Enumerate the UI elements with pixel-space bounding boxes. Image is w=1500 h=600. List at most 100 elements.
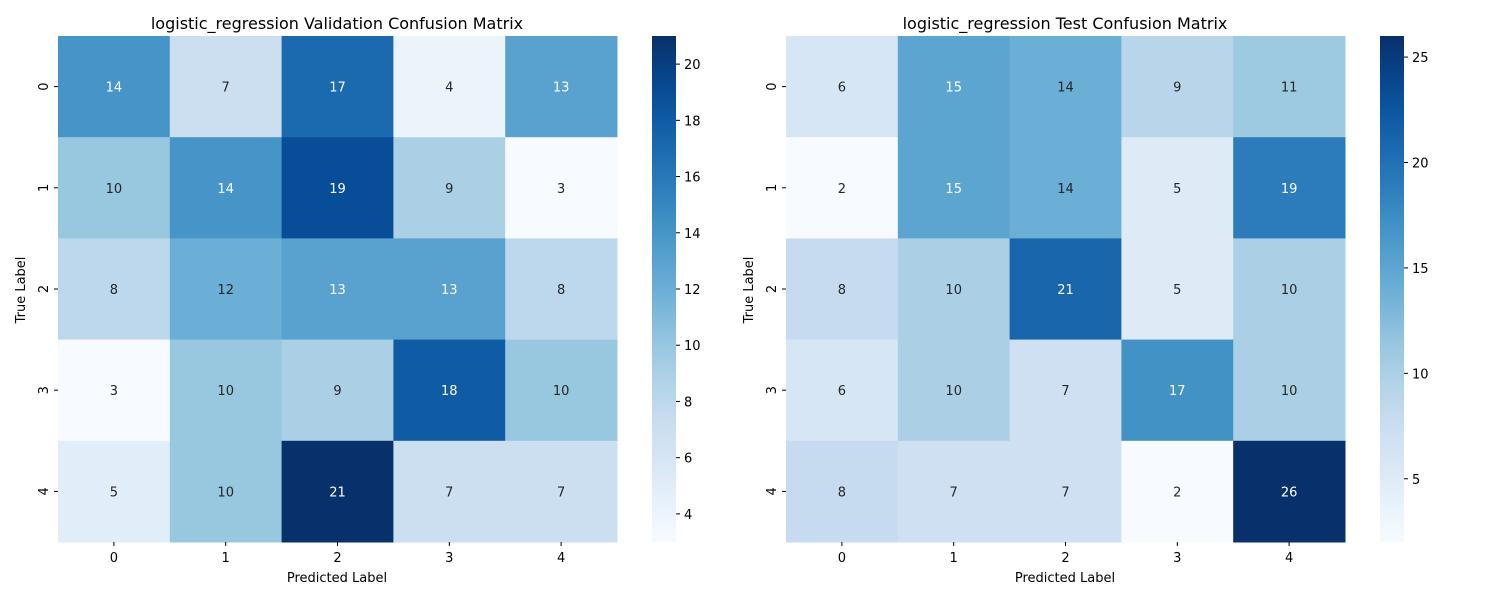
heatmap-cell (281, 440, 394, 543)
x-tick-label: 0 (110, 551, 118, 566)
heatmap-cell (169, 36, 283, 138)
y-tick-label: 0 (37, 82, 52, 90)
x-tick-label: 1 (222, 551, 230, 566)
cell-value-label: 9 (445, 182, 453, 197)
colorbar: 5 10 15 20 25 (1380, 36, 1429, 542)
cell-value-label: 13 (553, 81, 570, 96)
colorbar-tick-label: 25 (1412, 51, 1429, 66)
colorbar-tick-label: 5 (1412, 473, 1420, 488)
heatmap-cell (169, 339, 283, 442)
heatmap-cell (393, 339, 506, 442)
y-tick-label: 3 (37, 386, 52, 394)
colorbar-tick-label: 10 (684, 339, 701, 354)
heatmap-cell (505, 36, 618, 138)
cell-value-label: 3 (110, 384, 118, 399)
test-panel: logistic_regression Test Confusion Matri… (742, 14, 1429, 586)
y-tick-label: 3 (765, 386, 780, 394)
x-tick-label: 0 (838, 551, 846, 566)
x-tick-label: 2 (333, 551, 341, 566)
cell-value-label: 13 (441, 283, 458, 298)
heatmap-cell (393, 238, 506, 341)
heatmap-cell (1009, 339, 1122, 442)
y-axis-ticks: 0 1 2 3 4 (765, 82, 786, 496)
heatmap-cell (505, 238, 618, 341)
y-axis-ticks: 0 1 2 3 4 (37, 82, 58, 496)
cell-value-label: 19 (1281, 182, 1298, 197)
heatmap-cell (786, 440, 899, 543)
colorbar-tick-label: 4 (684, 508, 692, 523)
cell-value-label: 7 (1061, 384, 1069, 399)
heatmap-cell (1121, 36, 1234, 138)
heatmap-cell (169, 238, 283, 341)
heatmap-cell (1233, 36, 1346, 138)
heatmap-cell (786, 36, 899, 138)
heatmap-cells: 14 7 17 4 13 10 14 19 9 3 8 12 13 13 8 3 10 9 18 10 5 10 21 7 7 (58, 36, 618, 543)
cell-value-label: 7 (1061, 485, 1069, 500)
cell-value-label: 14 (106, 81, 123, 96)
cell-value-label: 8 (110, 283, 118, 298)
cell-value-label: 17 (1169, 384, 1186, 399)
colorbar-tick-label: 16 (684, 171, 701, 186)
heatmap-cell (1233, 238, 1346, 341)
heatmap-cell (1121, 137, 1234, 239)
y-tick-label: 2 (765, 285, 780, 293)
colorbar-tick-label: 18 (684, 114, 701, 129)
cell-value-label: 2 (1173, 485, 1181, 500)
cell-value-label: 5 (1173, 283, 1181, 298)
y-axis-label: True Label (742, 257, 757, 325)
cell-value-label: 8 (838, 283, 846, 298)
heatmap-cell (786, 339, 899, 442)
heatmap-cell (58, 440, 171, 543)
heatmap-cell (897, 36, 1011, 138)
x-axis-label: Predicted Label (1015, 571, 1115, 586)
heatmap-cell (58, 36, 171, 138)
colorbar-tick-label: 20 (1412, 157, 1429, 172)
colorbar-tick-label: 8 (684, 395, 692, 410)
colorbar-tick-label: 12 (684, 283, 701, 298)
heatmap-cell (1233, 440, 1346, 543)
y-tick-label: 1 (37, 184, 52, 192)
heatmap-cell (1009, 238, 1122, 341)
cell-value-label: 10 (1281, 283, 1298, 298)
y-tick-label: 0 (765, 82, 780, 90)
y-tick-label: 4 (37, 487, 52, 495)
chart-title: logistic_regression Test Confusion Matri… (903, 14, 1228, 34)
heatmap-cell (393, 36, 506, 138)
heatmap-cell (786, 238, 899, 341)
cell-value-label: 10 (217, 384, 234, 399)
heatmap-cell (1009, 137, 1122, 239)
cell-value-label: 10 (1281, 384, 1298, 399)
cell-value-label: 10 (945, 283, 962, 298)
colorbar-tick-label: 15 (1412, 262, 1429, 277)
cell-value-label: 5 (110, 485, 118, 500)
x-tick-label: 3 (445, 551, 453, 566)
heatmap-cell (1009, 440, 1122, 543)
chart-title: logistic_regression Validation Confusion… (151, 14, 523, 34)
cell-value-label: 14 (217, 182, 234, 197)
colorbar-gradient (652, 36, 676, 542)
cell-value-label: 4 (445, 81, 453, 96)
cell-value-label: 10 (945, 384, 962, 399)
cell-value-label: 11 (1281, 81, 1298, 96)
cell-value-label: 7 (445, 485, 453, 500)
cell-value-label: 7 (557, 485, 565, 500)
heatmap-cell (58, 137, 171, 239)
cell-value-label: 8 (838, 485, 846, 500)
cell-value-label: 6 (838, 81, 846, 96)
x-tick-label: 1 (950, 551, 958, 566)
cell-value-label: 12 (217, 283, 234, 298)
x-tick-label: 4 (1285, 551, 1293, 566)
heatmap-cell (169, 137, 283, 239)
cell-value-label: 9 (333, 384, 341, 399)
heatmap-cell (281, 137, 394, 239)
heatmap-cell (897, 440, 1011, 543)
cell-value-label: 8 (557, 283, 565, 298)
cell-value-label: 10 (106, 182, 123, 197)
heatmap-cell (58, 339, 171, 442)
y-tick-label: 2 (37, 285, 52, 293)
heatmap-cell (58, 238, 171, 341)
heatmap-cell (1121, 339, 1234, 442)
cell-value-label: 6 (838, 384, 846, 399)
heatmap-cell (1121, 440, 1234, 543)
